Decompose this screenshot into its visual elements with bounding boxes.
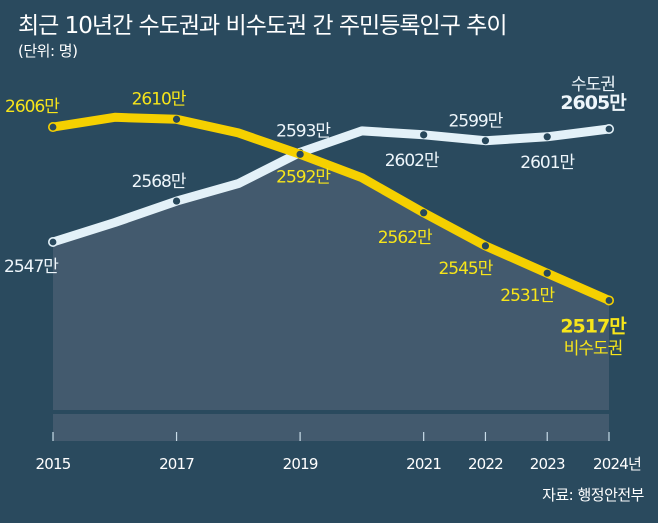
area-layer xyxy=(53,154,609,442)
capital-point xyxy=(603,124,614,135)
non-capital-point xyxy=(481,242,490,250)
capital-point xyxy=(47,237,58,248)
data-labels-layer: 2547만 2568만 2593만 2602만 2599만 2601만 2605만 2606만… xyxy=(4,75,628,359)
non-capital-value-label: 2545만 xyxy=(438,259,493,279)
non-capital-value-label: 2592만 xyxy=(276,167,331,187)
area-divider xyxy=(53,410,609,414)
non-capital-point xyxy=(543,269,551,277)
non-capital-value-label: 2610만 xyxy=(132,89,187,109)
shaded-area xyxy=(53,154,609,442)
x-tick-label: 2022 xyxy=(468,455,503,473)
non-capital-point xyxy=(296,150,304,158)
lines-layer xyxy=(47,112,614,306)
capital-point xyxy=(543,133,551,141)
x-tick-label: 2024년 xyxy=(593,455,641,473)
non-capital-point xyxy=(47,122,58,133)
legend-capital: 수도권 xyxy=(571,75,615,95)
non-capital-value-label: 2531만 xyxy=(500,286,555,306)
non-capital-value-label: 2562만 xyxy=(378,228,433,248)
capital-value-label: 2568만 xyxy=(132,172,187,192)
capital-value-label: 2547만 xyxy=(4,257,59,277)
non-capital-point xyxy=(172,115,181,123)
capital-line xyxy=(48,124,614,247)
non-capital-line xyxy=(48,112,614,305)
unit-label: (단위: 명) xyxy=(18,42,78,60)
x-tick-label: 2017 xyxy=(159,455,194,473)
capital-value-label: 2599만 xyxy=(448,112,503,132)
capital-value-label: 2601만 xyxy=(520,153,575,173)
capital-value-label: 2602만 xyxy=(385,151,440,171)
chart-title: 최근 10년간 수도권과 비수도권 간 주민등록인구 추이 xyxy=(18,13,507,39)
capital-point xyxy=(172,197,181,205)
capital-value-label: 2605만 xyxy=(560,92,627,114)
capital-value-label: 2593만 xyxy=(276,121,331,141)
x-axis-ticks: 2015 2017 2019 2021 2022 2023 2024년 xyxy=(36,432,642,473)
non-capital-value-label: 2517만 xyxy=(560,315,627,337)
x-tick-label: 2021 xyxy=(406,455,441,473)
capital-point xyxy=(481,137,490,145)
x-tick-label: 2023 xyxy=(530,455,565,473)
non-capital-value-label: 2606만 xyxy=(5,97,60,117)
legend-non-capital: 비수도권 xyxy=(564,339,623,359)
source-note: 자료: 행정안전부 xyxy=(542,486,644,504)
x-tick-label: 2015 xyxy=(36,455,71,473)
non-capital-point xyxy=(420,209,428,217)
x-tick-label: 2019 xyxy=(283,455,318,473)
capital-point xyxy=(420,131,428,139)
non-capital-point xyxy=(603,295,614,306)
